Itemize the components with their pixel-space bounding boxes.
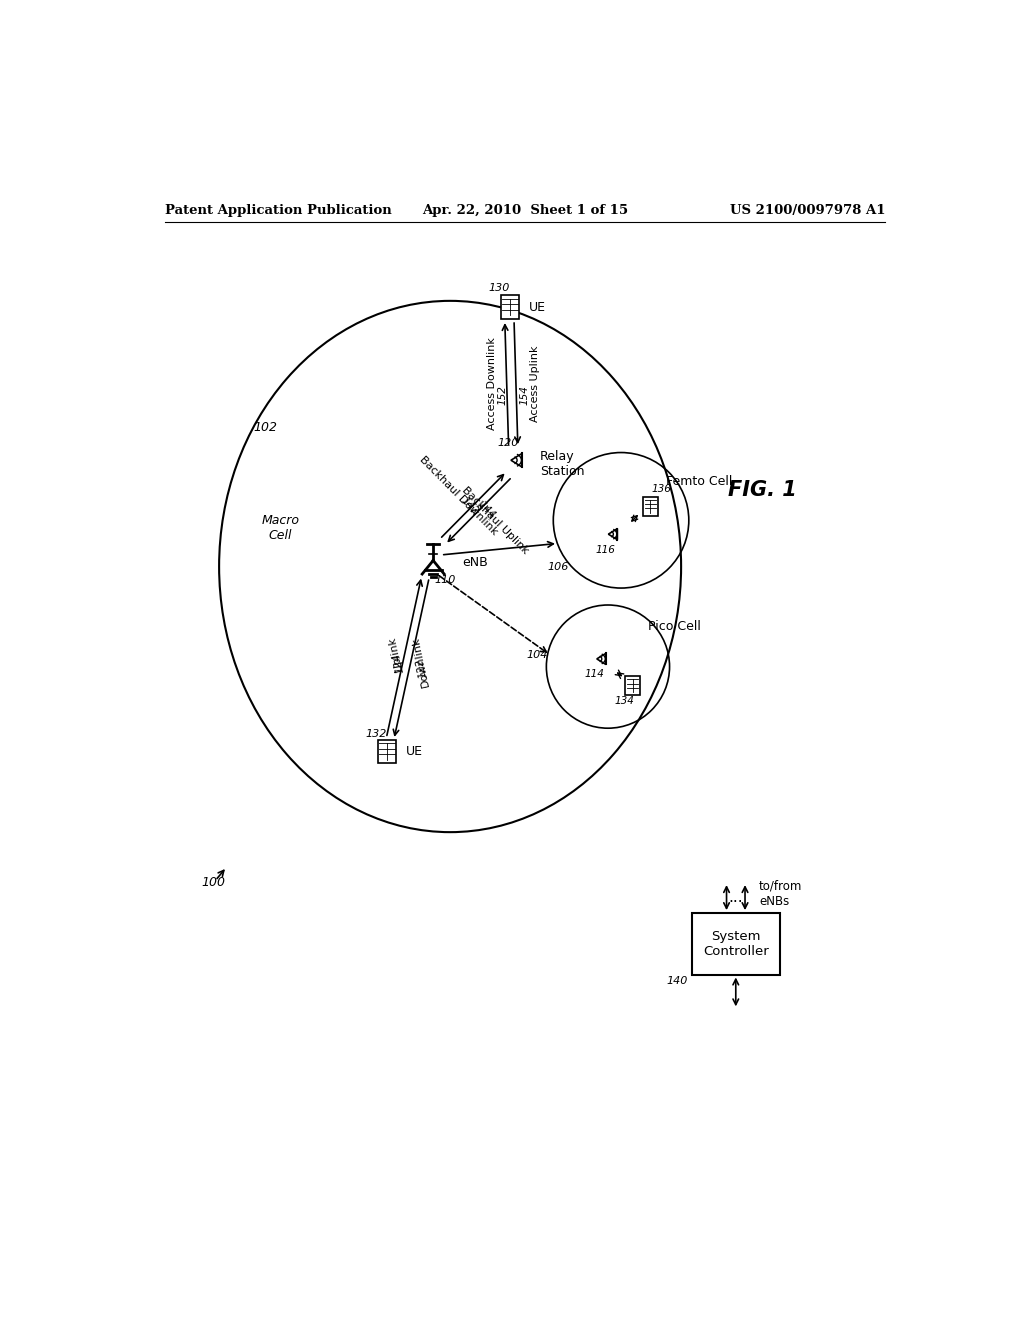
Text: 120: 120: [498, 438, 518, 449]
Bar: [691, 913, 780, 974]
Bar: [626, 676, 640, 696]
Text: Pico Cell: Pico Cell: [648, 620, 700, 634]
Text: 132: 132: [366, 730, 387, 739]
Bar: [378, 739, 396, 763]
Text: Patent Application Publication: Patent Application Publication: [165, 205, 392, 218]
Text: 134: 134: [615, 696, 635, 706]
Text: 104: 104: [526, 649, 548, 660]
Text: Access Downlink: Access Downlink: [486, 337, 497, 430]
Polygon shape: [511, 454, 522, 467]
Text: Downlink: Downlink: [410, 636, 431, 688]
Text: 142: 142: [460, 495, 480, 516]
Text: Relay
Station: Relay Station: [541, 450, 585, 478]
Bar: [501, 296, 519, 318]
Text: Macro
Cell: Macro Cell: [262, 513, 300, 543]
Text: System
Controller: System Controller: [702, 929, 769, 958]
Polygon shape: [597, 653, 606, 664]
Text: Backhaul Downlink: Backhaul Downlink: [418, 454, 500, 537]
Text: UE: UE: [528, 301, 546, 314]
Text: Apr. 22, 2010  Sheet 1 of 15: Apr. 22, 2010 Sheet 1 of 15: [422, 205, 628, 218]
Text: 122: 122: [415, 657, 428, 678]
Text: 110: 110: [435, 576, 456, 585]
Bar: [643, 496, 657, 516]
Text: to/from
eNBs: to/from eNBs: [759, 879, 802, 908]
Text: 152: 152: [498, 385, 508, 405]
Text: 144: 144: [476, 499, 497, 520]
Text: 114: 114: [584, 669, 604, 680]
Polygon shape: [608, 528, 617, 540]
Text: Femto Cell: Femto Cell: [666, 475, 732, 488]
Text: Access Uplink: Access Uplink: [529, 346, 540, 422]
Text: ...: ...: [728, 890, 743, 906]
Text: 124: 124: [392, 652, 406, 673]
Text: UE: UE: [406, 744, 423, 758]
Text: Uplink: Uplink: [386, 635, 403, 672]
Text: US 2100/0097978 A1: US 2100/0097978 A1: [730, 205, 885, 218]
Text: 106: 106: [547, 561, 568, 572]
Text: Backhaul Uplink: Backhaul Uplink: [460, 484, 530, 556]
Text: 136: 136: [651, 484, 671, 495]
Text: 116: 116: [596, 545, 615, 554]
Text: 102: 102: [253, 421, 278, 434]
Text: 130: 130: [488, 282, 510, 293]
Text: 140: 140: [667, 975, 688, 986]
Text: FIG. 1: FIG. 1: [728, 479, 797, 499]
Text: eNB: eNB: [463, 556, 488, 569]
Text: 100: 100: [202, 875, 225, 888]
Text: 154: 154: [519, 385, 529, 405]
